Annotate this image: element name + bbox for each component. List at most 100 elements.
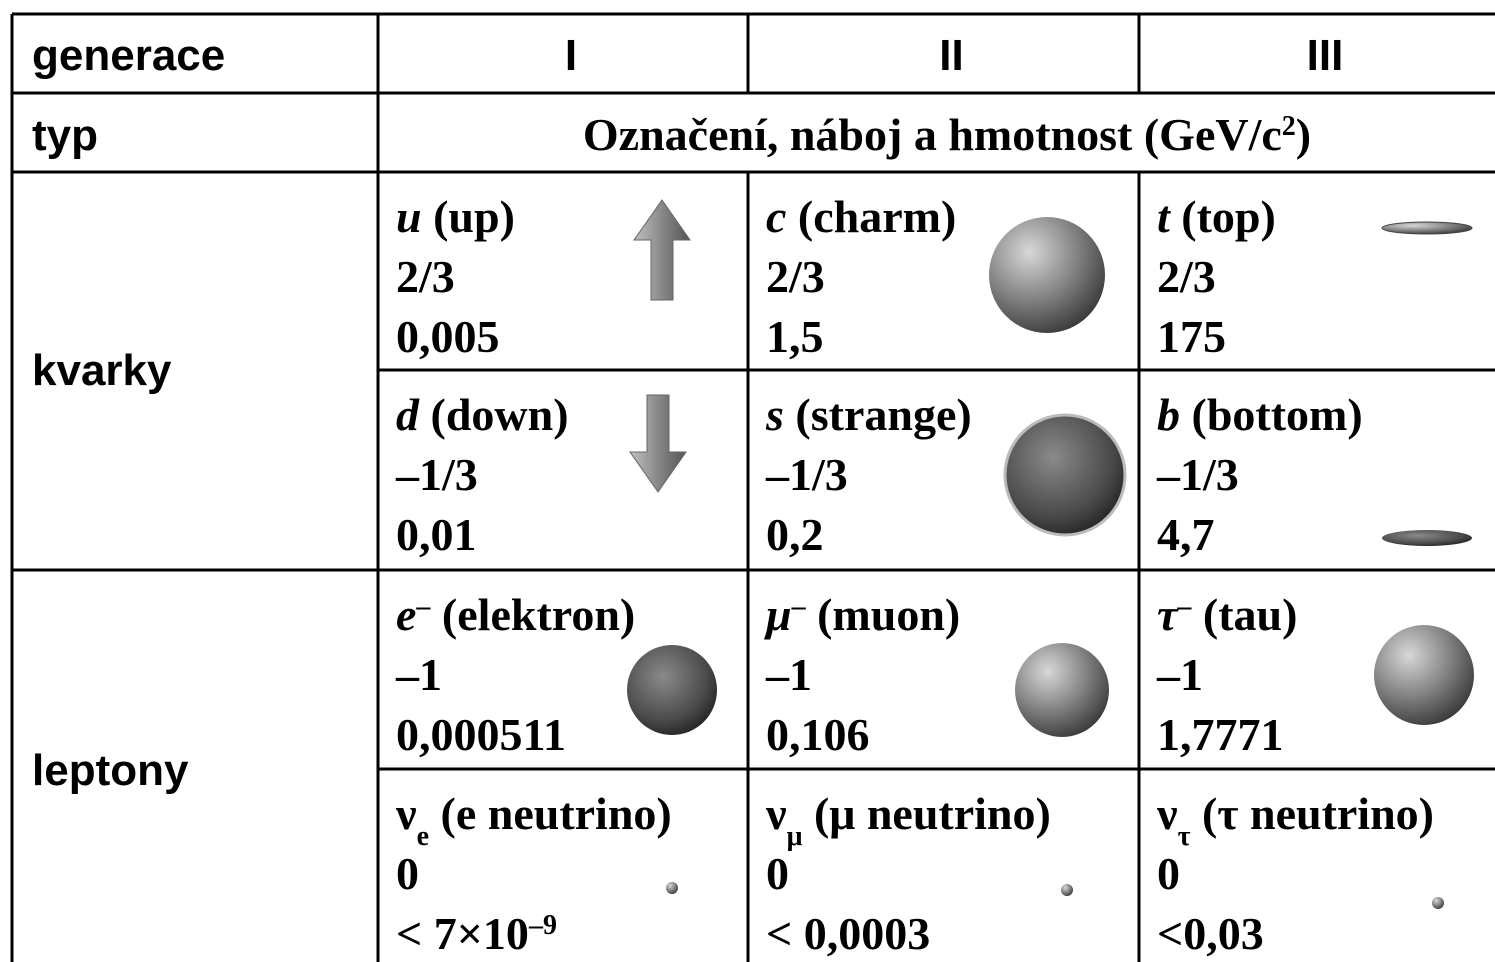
mass-value: 0,01 bbox=[396, 509, 477, 560]
up-arrow-icon bbox=[633, 199, 691, 301]
symbol-sup: – bbox=[791, 591, 807, 622]
header-label: generace bbox=[32, 31, 225, 80]
particle-charge: 0 bbox=[766, 848, 789, 899]
particle-label: (charm) bbox=[798, 191, 956, 242]
dot-icon bbox=[1432, 897, 1444, 909]
mass-value: 0,106 bbox=[766, 709, 870, 760]
type-sup: 2 bbox=[1282, 111, 1296, 142]
particle-label: (τ neutrino) bbox=[1202, 788, 1434, 839]
icons bbox=[627, 199, 1474, 909]
particle-charge: –1 bbox=[765, 649, 812, 700]
mass-value: < 7×10 bbox=[396, 908, 529, 959]
down-arrow-icon bbox=[629, 394, 687, 493]
particle-symbol: e bbox=[396, 589, 416, 640]
particle-symbol: ν bbox=[765, 788, 787, 839]
particle-label: (strange) bbox=[795, 389, 971, 440]
symbol-sup: – bbox=[415, 591, 431, 622]
generation-header: I bbox=[565, 31, 577, 80]
particle-charge: –1/3 bbox=[765, 449, 848, 500]
type-tail: ) bbox=[1296, 109, 1311, 160]
generation-header: II bbox=[939, 31, 963, 80]
particle-symbol: μ bbox=[764, 589, 792, 640]
particle-symbol: τ bbox=[1157, 589, 1179, 640]
particle-name: d (down) bbox=[396, 389, 569, 440]
particle-mass: 0,2 bbox=[766, 509, 824, 560]
particle-mass: 1,7771 bbox=[1157, 709, 1284, 760]
particle-charge: 0 bbox=[1157, 848, 1180, 899]
particle-symbol: t bbox=[1157, 191, 1171, 242]
particle-symbol: u bbox=[396, 191, 422, 242]
group-label: kvarky bbox=[32, 346, 172, 395]
sphere-icon bbox=[1015, 643, 1109, 737]
particle-symbol: b bbox=[1157, 389, 1180, 440]
mass-value: 0,000511 bbox=[396, 709, 566, 760]
type-label: typ bbox=[32, 111, 98, 160]
particle-label: (elektron) bbox=[442, 589, 635, 640]
mass-value: <0,03 bbox=[1157, 908, 1264, 959]
symbol-sub: τ bbox=[1178, 821, 1191, 852]
particle-symbol: ν bbox=[395, 788, 417, 839]
symbol-sub: μ bbox=[787, 821, 803, 852]
sphere-icon bbox=[989, 217, 1105, 333]
particle-label: (down) bbox=[431, 389, 569, 440]
mass-value: 1,5 bbox=[766, 311, 824, 362]
particle-mass: 0,106 bbox=[766, 709, 870, 760]
particle-mass: 0,000511 bbox=[396, 709, 566, 760]
particle-name: u (up) bbox=[396, 191, 515, 242]
particle-charge: –1 bbox=[1156, 649, 1203, 700]
type-header: Označení, náboj a hmotnost (GeV/c2) bbox=[583, 109, 1311, 160]
particle-charge: –1/3 bbox=[1156, 449, 1239, 500]
particle-name: τ– (tau) bbox=[1157, 589, 1297, 640]
mass-value: 0,005 bbox=[396, 311, 500, 362]
mass-value: 175 bbox=[1157, 311, 1226, 362]
generation-header: III bbox=[1307, 31, 1344, 80]
particle-label: (e neutrino) bbox=[441, 788, 672, 839]
table-borders bbox=[10, 12, 1495, 962]
particle-charge: 2/3 bbox=[766, 251, 825, 302]
particle-symbol: c bbox=[766, 191, 786, 242]
mass-value: 0,2 bbox=[766, 509, 824, 560]
particle-mass: 4,7 bbox=[1157, 509, 1215, 560]
sphere-icon bbox=[1003, 413, 1127, 537]
particle-charge: 2/3 bbox=[396, 251, 455, 302]
particle-name: νe (e neutrino) bbox=[395, 788, 672, 852]
sphere-icon bbox=[1374, 625, 1474, 725]
particle-charge: 0 bbox=[396, 848, 419, 899]
particle-mass: < 0,0003 bbox=[766, 908, 930, 959]
symbol-sub: e bbox=[417, 821, 429, 852]
particle-label: (μ neutrino) bbox=[814, 788, 1051, 839]
particle-name: s (strange) bbox=[765, 389, 972, 440]
mass-value: 1,7771 bbox=[1157, 709, 1284, 760]
particle-label: (muon) bbox=[817, 589, 960, 640]
particle-name: ντ (τ neutrino) bbox=[1156, 788, 1434, 852]
group-label: leptony bbox=[32, 746, 189, 795]
particle-label: (top) bbox=[1181, 191, 1276, 242]
particle-charge: –1 bbox=[395, 649, 442, 700]
type-text: Označení, náboj a hmotnost (GeV/c bbox=[583, 109, 1282, 160]
particle-name: b (bottom) bbox=[1157, 389, 1363, 440]
particle-label: (up) bbox=[433, 191, 515, 242]
particle-mass: 1,5 bbox=[766, 311, 824, 362]
particle-symbol: d bbox=[396, 389, 420, 440]
particle-mass: 0,01 bbox=[396, 509, 477, 560]
particle-name: e– (elektron) bbox=[396, 589, 635, 640]
particle-mass: <0,03 bbox=[1157, 908, 1264, 959]
dot-icon bbox=[666, 882, 678, 894]
particle-mass: < 7×10–9 bbox=[396, 908, 557, 959]
particle-mass: 175 bbox=[1157, 311, 1226, 362]
particle-name: μ– (muon) bbox=[764, 589, 960, 640]
particle-charge: –1/3 bbox=[395, 449, 478, 500]
particle-mass: 0,005 bbox=[396, 311, 500, 362]
particle-symbol: s bbox=[765, 389, 784, 440]
disc-icon bbox=[1381, 221, 1473, 235]
mass-sup: –9 bbox=[528, 910, 557, 941]
mass-value: < 0,0003 bbox=[766, 908, 930, 959]
particle-name: t (top) bbox=[1157, 191, 1276, 242]
disc-icon bbox=[1382, 530, 1472, 546]
sphere-icon bbox=[627, 645, 717, 735]
particle-name: νμ (μ neutrino) bbox=[765, 788, 1051, 852]
particle-name: c (charm) bbox=[766, 191, 956, 242]
mass-value: 4,7 bbox=[1157, 509, 1215, 560]
